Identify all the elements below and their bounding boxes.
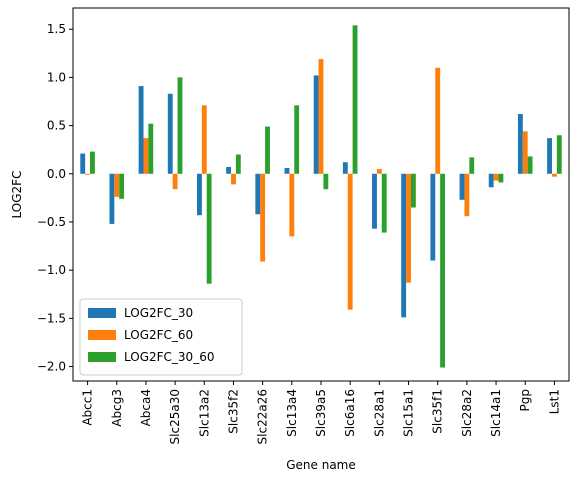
x-tick-label-slc13a2: Slc13a2 — [197, 389, 211, 437]
bar-log2fc-30-60-abcc1 — [90, 151, 95, 174]
x-tick-label-abca4: Abca4 — [139, 389, 153, 426]
bar-log2fc-30-abca4 — [138, 86, 144, 174]
bars-layer — [80, 25, 562, 368]
x-tick-label-slc35f1: Slc35f1 — [431, 389, 445, 434]
bar-log2fc-30-slc39a5 — [313, 75, 319, 174]
y-tick-label: −1.0 — [37, 263, 66, 277]
x-tick-label-slc28a2: Slc28a2 — [460, 389, 474, 437]
bar-log2fc-30-60-slc14a1 — [498, 173, 504, 183]
bar-log2fc-60-slc22a26 — [260, 173, 266, 262]
bar-log2fc-30-60-slc39a5 — [323, 173, 329, 190]
bar-log2fc-60-slc13a2 — [201, 105, 207, 174]
x-tick-label-slc28a1: Slc28a1 — [372, 389, 386, 437]
legend-swatch-log2fc-30 — [88, 308, 116, 318]
bar-log2fc-30-slc15a1 — [401, 173, 407, 318]
y-axis: −2.0 −1.5 −1.0 −0.5 0.0 0.5 1.0 1.5 — [37, 22, 73, 374]
bar-log2fc-30-60-abca4 — [148, 123, 154, 174]
bar-log2fc-60-slc28a2 — [464, 173, 470, 217]
bar-log2fc-60-slc35f1 — [435, 67, 441, 174]
x-tick-label-pgp: Pgp — [518, 389, 532, 411]
bar-log2fc-30-abcg3 — [109, 173, 115, 224]
bar-log2fc-30-60-slc28a1 — [381, 173, 387, 233]
bar-log2fc-30-60-slc13a2 — [206, 173, 212, 284]
x-axis: Abcc1 Abcg3 Abca4 Slc25a30 Slc13a2 Slc35f2 Slc… — [81, 381, 561, 444]
legend: LOG2FC_30 LOG2FC_60 LOG2FC_30_60 — [79, 298, 243, 376]
bar-log2fc-60-slc15a1 — [406, 173, 411, 283]
bar-log2fc-30-60-pgp — [527, 156, 533, 174]
y-tick-label: 0.0 — [47, 167, 66, 181]
legend-label-log2fc-60: LOG2FC_60 — [124, 328, 193, 342]
bar-log2fc-30-slc14a1 — [488, 173, 494, 188]
y-tick-label: −0.5 — [37, 215, 66, 229]
bar-log2fc-30-slc35f1 — [430, 173, 436, 261]
x-tick-label-slc6a16: Slc6a16 — [343, 389, 357, 437]
bar-log2fc-60-abcg3 — [114, 173, 120, 197]
bar-log2fc-60-pgp — [522, 131, 528, 174]
bar-log2fc-30-lst1 — [547, 138, 552, 174]
bar-log2fc-30-60-slc28a2 — [469, 157, 475, 174]
x-tick-label-abcg3: Abcg3 — [110, 389, 124, 427]
y-tick-label: −1.5 — [37, 311, 66, 325]
y-tick-label: −2.0 — [37, 360, 66, 374]
bar-log2fc-30-slc13a4 — [284, 167, 290, 174]
bar-log2fc-60-lst1 — [551, 173, 557, 177]
bar-log2fc-30-slc28a2 — [459, 173, 465, 200]
bar-log2fc-30-60-slc13a4 — [294, 105, 300, 174]
legend-swatch-log2fc-30-60 — [88, 352, 116, 362]
bar-log2fc-30-60-slc15a1 — [410, 173, 416, 208]
bar-log2fc-30-slc13a2 — [197, 173, 202, 216]
x-tick-label-slc22a26: Slc22a26 — [256, 389, 270, 444]
bar-log2fc-60-abca4 — [143, 138, 149, 174]
legend-label-log2fc-30-60: LOG2FC_30_60 — [124, 350, 214, 364]
bar-log2fc-30-60-slc35f2 — [235, 154, 241, 174]
bar-log2fc-60-slc39a5 — [318, 59, 324, 174]
bar-log2fc-60-slc13a4 — [289, 173, 295, 237]
x-tick-label-slc14a1: Slc14a1 — [489, 389, 503, 437]
x-tick-label-slc35f2: Slc35f2 — [226, 389, 240, 434]
bar-log2fc-60-slc35f2 — [231, 173, 236, 185]
x-tick-label-slc39a5: Slc39a5 — [314, 389, 328, 437]
bar-log2fc-60-abcc1 — [85, 173, 91, 175]
bar-log2fc-30-60-abcg3 — [119, 173, 125, 199]
bar-log2fc-30-slc25a30 — [167, 93, 173, 174]
legend-label-log2fc-30: LOG2FC_30 — [124, 306, 193, 320]
legend-box — [79, 298, 243, 376]
bar-log2fc-30-slc22a26 — [255, 173, 261, 215]
bar-log2fc-30-60-slc6a16 — [352, 25, 358, 174]
x-tick-label-slc15a1: Slc15a1 — [402, 389, 416, 437]
bar-log2fc-30-slc6a16 — [342, 162, 348, 174]
bar-log2fc-30-60-slc25a30 — [177, 77, 183, 174]
bar-log2fc-60-slc28a1 — [376, 168, 382, 174]
y-axis-label: LOG2FC — [10, 171, 24, 219]
bar-log2fc-60-slc6a16 — [347, 173, 353, 310]
bar-log2fc-30-abcc1 — [80, 153, 86, 174]
y-tick-label: 1.0 — [47, 70, 66, 84]
x-tick-label-abcc1: Abcc1 — [81, 389, 95, 426]
y-tick-label: 0.5 — [47, 119, 66, 133]
x-axis-label: Gene name — [286, 458, 356, 472]
x-tick-label-slc13a4: Slc13a4 — [285, 389, 299, 437]
bar-log2fc-30-pgp — [517, 114, 523, 174]
bar-log2fc-30-60-slc35f1 — [440, 173, 445, 368]
x-tick-label-slc25a30: Slc25a30 — [168, 389, 182, 444]
bar-log2fc-60-slc14a1 — [493, 173, 499, 181]
y-tick-label: 1.5 — [47, 22, 66, 36]
bar-log2fc-60-slc25a30 — [172, 173, 178, 190]
bar-log2fc-30-slc35f2 — [226, 167, 232, 174]
bar-log2fc-30-slc28a1 — [372, 173, 377, 229]
legend-swatch-log2fc-60 — [88, 330, 116, 340]
bar-log2fc-30-60-lst1 — [556, 135, 562, 174]
bar-log2fc-30-60-slc22a26 — [265, 126, 270, 174]
x-tick-label-lst1: Lst1 — [547, 389, 561, 414]
